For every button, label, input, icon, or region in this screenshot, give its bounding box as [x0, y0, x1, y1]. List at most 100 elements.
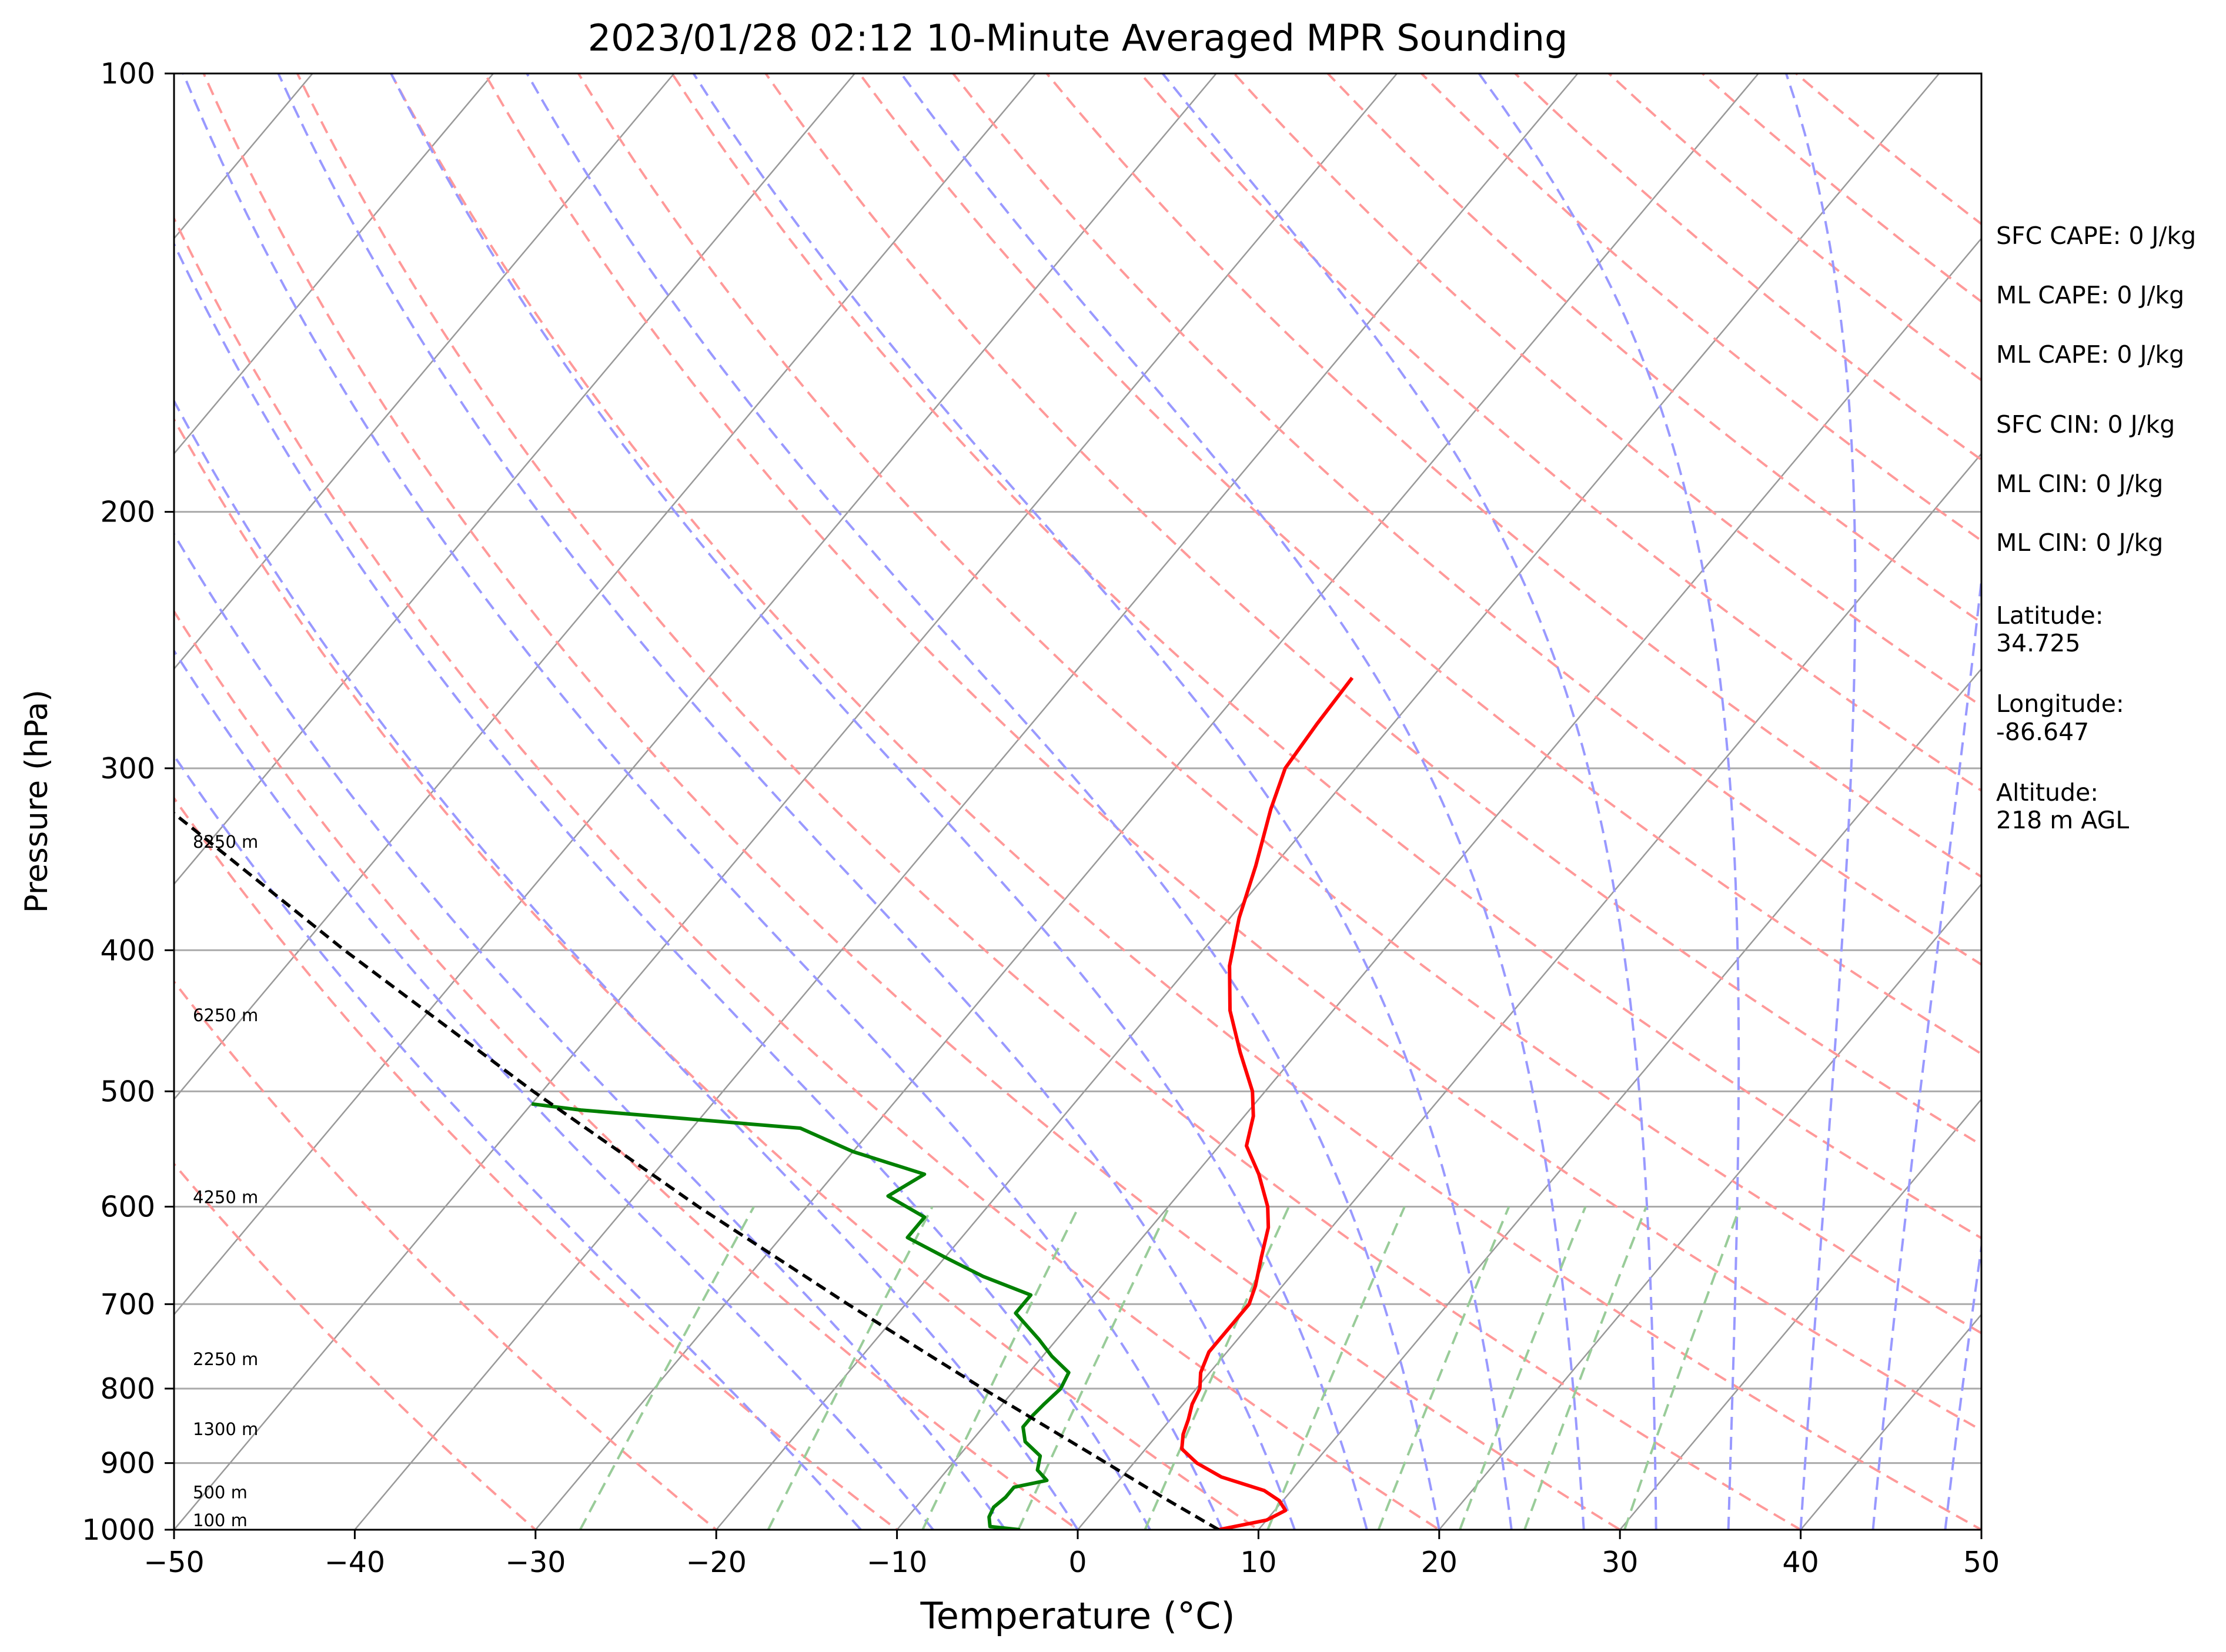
height-labels: 100 m 500 m 1300 m 2250 m 4250 m 6250 m 8250 m: [193, 832, 258, 1530]
isotherm: [716, 73, 1940, 1530]
isotherm: [1077, 452, 1981, 1530]
isotherm: [1619, 1098, 1981, 1530]
mixing-ratio-line: [1377, 1206, 1510, 1530]
dry-adiabat: [1794, 73, 1981, 226]
isotherm: [174, 73, 494, 455]
x-tick-label: −10: [867, 1546, 927, 1579]
mixing-ratio-line: [1266, 1206, 1406, 1530]
y-tick-label: 300: [100, 752, 155, 785]
mixing-ratio-line: [1523, 1206, 1647, 1530]
dry-adiabat: [174, 796, 899, 1530]
latitude-label: Latitude:: [1996, 601, 2104, 630]
x-tick-label: −20: [686, 1546, 746, 1579]
dry-adiabat: [951, 73, 1981, 966]
height-label: 4250 m: [193, 1187, 258, 1207]
isotherm: [174, 73, 1217, 1316]
moist-adiabat: [1871, 569, 1981, 1530]
isotherm: [1438, 882, 1981, 1530]
dry-adiabat: [764, 73, 1981, 1147]
sfc-cape-text: SFC CAPE: 0 J/kg: [1996, 222, 2196, 250]
x-tick-label: −50: [143, 1546, 204, 1579]
chart-title: 2023/01/28 02:12 10-Minute Averaged MPR …: [588, 16, 1568, 59]
dry-adiabat: [389, 73, 1981, 1530]
moist-adiabat: [1161, 73, 1657, 1530]
dry-adiabat: [1700, 73, 1981, 303]
moist-adiabat: [526, 73, 1440, 1530]
mixing-ratio-line: [1459, 1206, 1587, 1530]
ml-cape-text-2: ML CAPE: 0 J/kg: [1996, 340, 2184, 369]
moist-adiabat: [390, 73, 1368, 1530]
height-label: 2250 m: [193, 1349, 258, 1369]
mixing-ratio-line: [921, 1206, 1080, 1530]
isotherm: [534, 73, 1759, 1530]
temperature-profile: [1180, 677, 1354, 1530]
y-tick-label: 100: [100, 57, 155, 91]
y-tick-label: 1000: [82, 1513, 155, 1547]
dewpoint-profile: [531, 1102, 1071, 1530]
isotherm: [174, 73, 1037, 1101]
mixing-ratio-line: [1623, 1206, 1742, 1530]
moist-adiabat: [174, 753, 862, 1530]
mixing-ratio-line: [767, 1206, 934, 1530]
longitude-label: Longitude:: [1996, 690, 2124, 718]
dry-adiabat: [174, 417, 1261, 1530]
x-axis-ticks: −50 −40 −30 −20 −10 0 10 20 30 40 50: [143, 1530, 2000, 1579]
dry-adiabat: [1232, 73, 1981, 708]
y-tick-label: 500: [100, 1075, 155, 1108]
height-label: 8250 m: [193, 832, 258, 852]
y-axis-ticks: 100 200 300 400 500 600 700 800 900 1000: [82, 57, 174, 1547]
ml-cape-text: ML CAPE: 0 J/kg: [1996, 281, 2184, 309]
isotherm: [174, 73, 1398, 1530]
moist-adiabat: [1784, 73, 1857, 1530]
y-axis-label: Pressure (hPa): [19, 690, 55, 913]
moist-adiabat: [174, 241, 1151, 1530]
moist-adiabat: [174, 399, 1079, 1530]
latitude-value: 34.725: [1996, 629, 2080, 657]
mixing-ratio-line: [1017, 1206, 1171, 1530]
y-tick-label: 600: [100, 1190, 155, 1223]
dry-adiabat: [202, 73, 1623, 1530]
x-tick-label: −40: [325, 1546, 385, 1579]
dry-adiabat: [174, 216, 1442, 1530]
parcel-profile: [174, 811, 1220, 1530]
background-lines: [174, 73, 1981, 1530]
isotherm: [354, 73, 1579, 1530]
moist-adiabat: [277, 73, 1296, 1530]
y-tick-label: 900: [100, 1447, 155, 1480]
longitude-value: -86.647: [1996, 718, 2089, 746]
x-tick-label: 30: [1602, 1546, 1638, 1579]
isotherm: [174, 73, 855, 885]
y-tick-label: 200: [100, 496, 155, 529]
moist-adiabat: [692, 73, 1513, 1530]
moist-adiabat: [1478, 73, 1740, 1530]
x-tick-label: 40: [1782, 1546, 1819, 1579]
isotherm: [896, 237, 1981, 1530]
mixing-ratio-line: [579, 1206, 755, 1530]
sfc-cin-text: SFC CIN: 0 J/kg: [1996, 410, 2175, 439]
altitude-label: Altitude:: [1996, 778, 2098, 807]
x-tick-label: 0: [1068, 1546, 1087, 1579]
y-tick-label: 700: [100, 1288, 155, 1321]
ml-cin-text-2: ML CIN: 0 J/kg: [1996, 529, 2163, 557]
dry-adiabat: [174, 1162, 537, 1530]
ml-cin-text: ML CIN: 0 J/kg: [1996, 470, 2163, 498]
moist-adiabat: [182, 73, 1224, 1530]
data-lines: [174, 677, 1354, 1530]
dry-adiabat: [174, 609, 1080, 1530]
height-label: 500 m: [193, 1483, 248, 1503]
moist-adiabat: [900, 73, 1585, 1530]
height-label: 6250 m: [193, 1005, 258, 1025]
dry-adiabat: [670, 73, 1981, 1240]
dry-adiabat: [174, 979, 718, 1530]
isotherm: [174, 73, 675, 670]
height-label: 100 m: [193, 1510, 248, 1530]
y-tick-label: 800: [100, 1372, 155, 1406]
dry-adiabat: [296, 73, 1803, 1530]
moist-adiabat: [174, 531, 1007, 1530]
moist-adiabat: [1944, 1239, 1981, 1530]
x-axis-label: Temperature (°C): [920, 1594, 1235, 1637]
plot-frame: [173, 72, 1983, 1531]
y-tick-label: 400: [100, 934, 155, 967]
x-tick-label: −30: [505, 1546, 566, 1579]
dry-adiabat: [1607, 73, 1981, 382]
